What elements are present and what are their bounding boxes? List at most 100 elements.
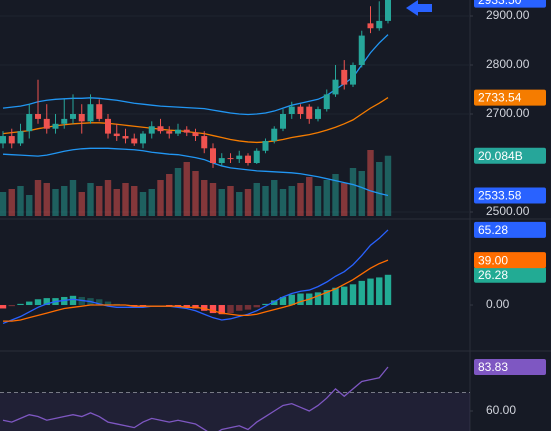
pane — [0, 366, 470, 431]
volume-bar — [358, 171, 365, 216]
candle-body — [332, 79, 339, 95]
value-label: 2933.50 — [478, 0, 522, 7]
volume-bar — [78, 192, 85, 216]
candle-body — [253, 150, 260, 164]
candle-body — [306, 106, 313, 119]
volume-bar — [297, 183, 304, 216]
candle-body — [166, 131, 173, 134]
candle-body — [8, 136, 15, 144]
volume-bar — [227, 186, 234, 216]
volume-bar — [341, 183, 348, 216]
histogram-bar — [384, 274, 392, 306]
value-label-box — [474, 89, 546, 106]
candle-body — [218, 158, 225, 164]
value-label: 20.084B — [478, 149, 523, 163]
candle-body — [341, 69, 348, 85]
candle-body — [271, 128, 278, 141]
candle-body — [52, 123, 59, 129]
candle-body — [157, 126, 164, 132]
volume-bar — [26, 195, 33, 216]
candle-body — [262, 140, 269, 151]
histogram-bar — [209, 305, 217, 314]
histogram-bar — [69, 295, 77, 306]
histogram-bar — [26, 301, 33, 306]
candle-body — [0, 136, 6, 144]
histogram-bar — [314, 292, 322, 306]
volume-bar — [306, 177, 313, 216]
volume-bar — [183, 162, 190, 216]
candle-body — [201, 136, 208, 149]
volume-bar — [43, 183, 50, 216]
histogram-bar — [376, 277, 383, 306]
value-label: 39.00 — [478, 253, 508, 267]
series-line — [3, 259, 389, 322]
volume-bar — [157, 180, 164, 216]
volume-bar — [218, 189, 225, 216]
volume-bar — [96, 186, 103, 216]
candle-body — [358, 35, 365, 65]
volume-bar — [271, 180, 278, 216]
volume-bar — [139, 192, 147, 216]
y-tick-label: 60.00 — [486, 403, 516, 417]
candle-body — [61, 118, 68, 124]
candle-body — [245, 155, 251, 164]
volume-bar — [8, 189, 15, 216]
volume-bar — [288, 186, 295, 216]
volume-bar — [376, 162, 383, 216]
candle-body — [288, 106, 295, 115]
candle-body — [43, 118, 50, 129]
candle-body — [113, 133, 120, 137]
y-tick-label: 2900.00 — [486, 8, 530, 22]
histogram-bar — [183, 305, 190, 308]
pane — [0, 229, 392, 325]
y-tick-label: 2500.00 — [486, 204, 530, 218]
candle-body — [122, 136, 129, 139]
band-fill — [0, 392, 470, 431]
volume-bar — [174, 168, 182, 216]
axis-labels: 20.084B 2733.54 2533.58 2933.50 26.28 65.28 39… — [474, 0, 546, 376]
volume-bar — [69, 180, 77, 216]
candle-body — [236, 155, 243, 160]
series-line — [2, 229, 389, 325]
histogram-bar — [341, 286, 348, 306]
candle-body — [210, 148, 216, 164]
volume-bar — [87, 183, 94, 216]
value-label-box — [474, 221, 546, 238]
y-tick-label: 2700.00 — [486, 106, 530, 120]
volume-bar — [384, 155, 392, 216]
candle-body — [26, 114, 33, 132]
value-label: 83.83 — [478, 360, 508, 374]
volume-bar — [131, 186, 138, 216]
histogram-bar — [271, 300, 278, 306]
volume-bar — [61, 186, 68, 216]
value-label-box — [474, 252, 546, 269]
value-label: 26.28 — [478, 268, 508, 282]
candle-body — [175, 129, 181, 134]
candle-body — [350, 64, 356, 85]
histogram-bar — [279, 296, 287, 306]
candle-body — [96, 104, 103, 119]
candle-body — [227, 158, 234, 160]
histogram-bar — [104, 301, 112, 306]
volume-bar — [262, 186, 269, 216]
candle-body — [367, 23, 374, 29]
candle-body — [183, 129, 190, 133]
value-label: 2533.58 — [478, 189, 522, 203]
series-line — [2, 147, 389, 197]
series-line — [2, 366, 389, 431]
value-label: 2733.54 — [478, 91, 522, 105]
histogram-bar — [0, 305, 7, 309]
volume-bar — [367, 150, 374, 216]
volume-bar — [34, 180, 42, 216]
candle-body — [17, 131, 24, 144]
volume-bar — [148, 189, 155, 216]
y-tick-label: 0.00 — [486, 297, 510, 311]
histogram-bar — [297, 293, 304, 306]
histogram-bar — [288, 294, 295, 306]
volume-bar — [201, 180, 208, 216]
volume-bar — [314, 186, 322, 216]
histogram-bar — [253, 305, 260, 308]
volume-bar — [0, 192, 7, 216]
histogram-bar — [332, 287, 339, 306]
